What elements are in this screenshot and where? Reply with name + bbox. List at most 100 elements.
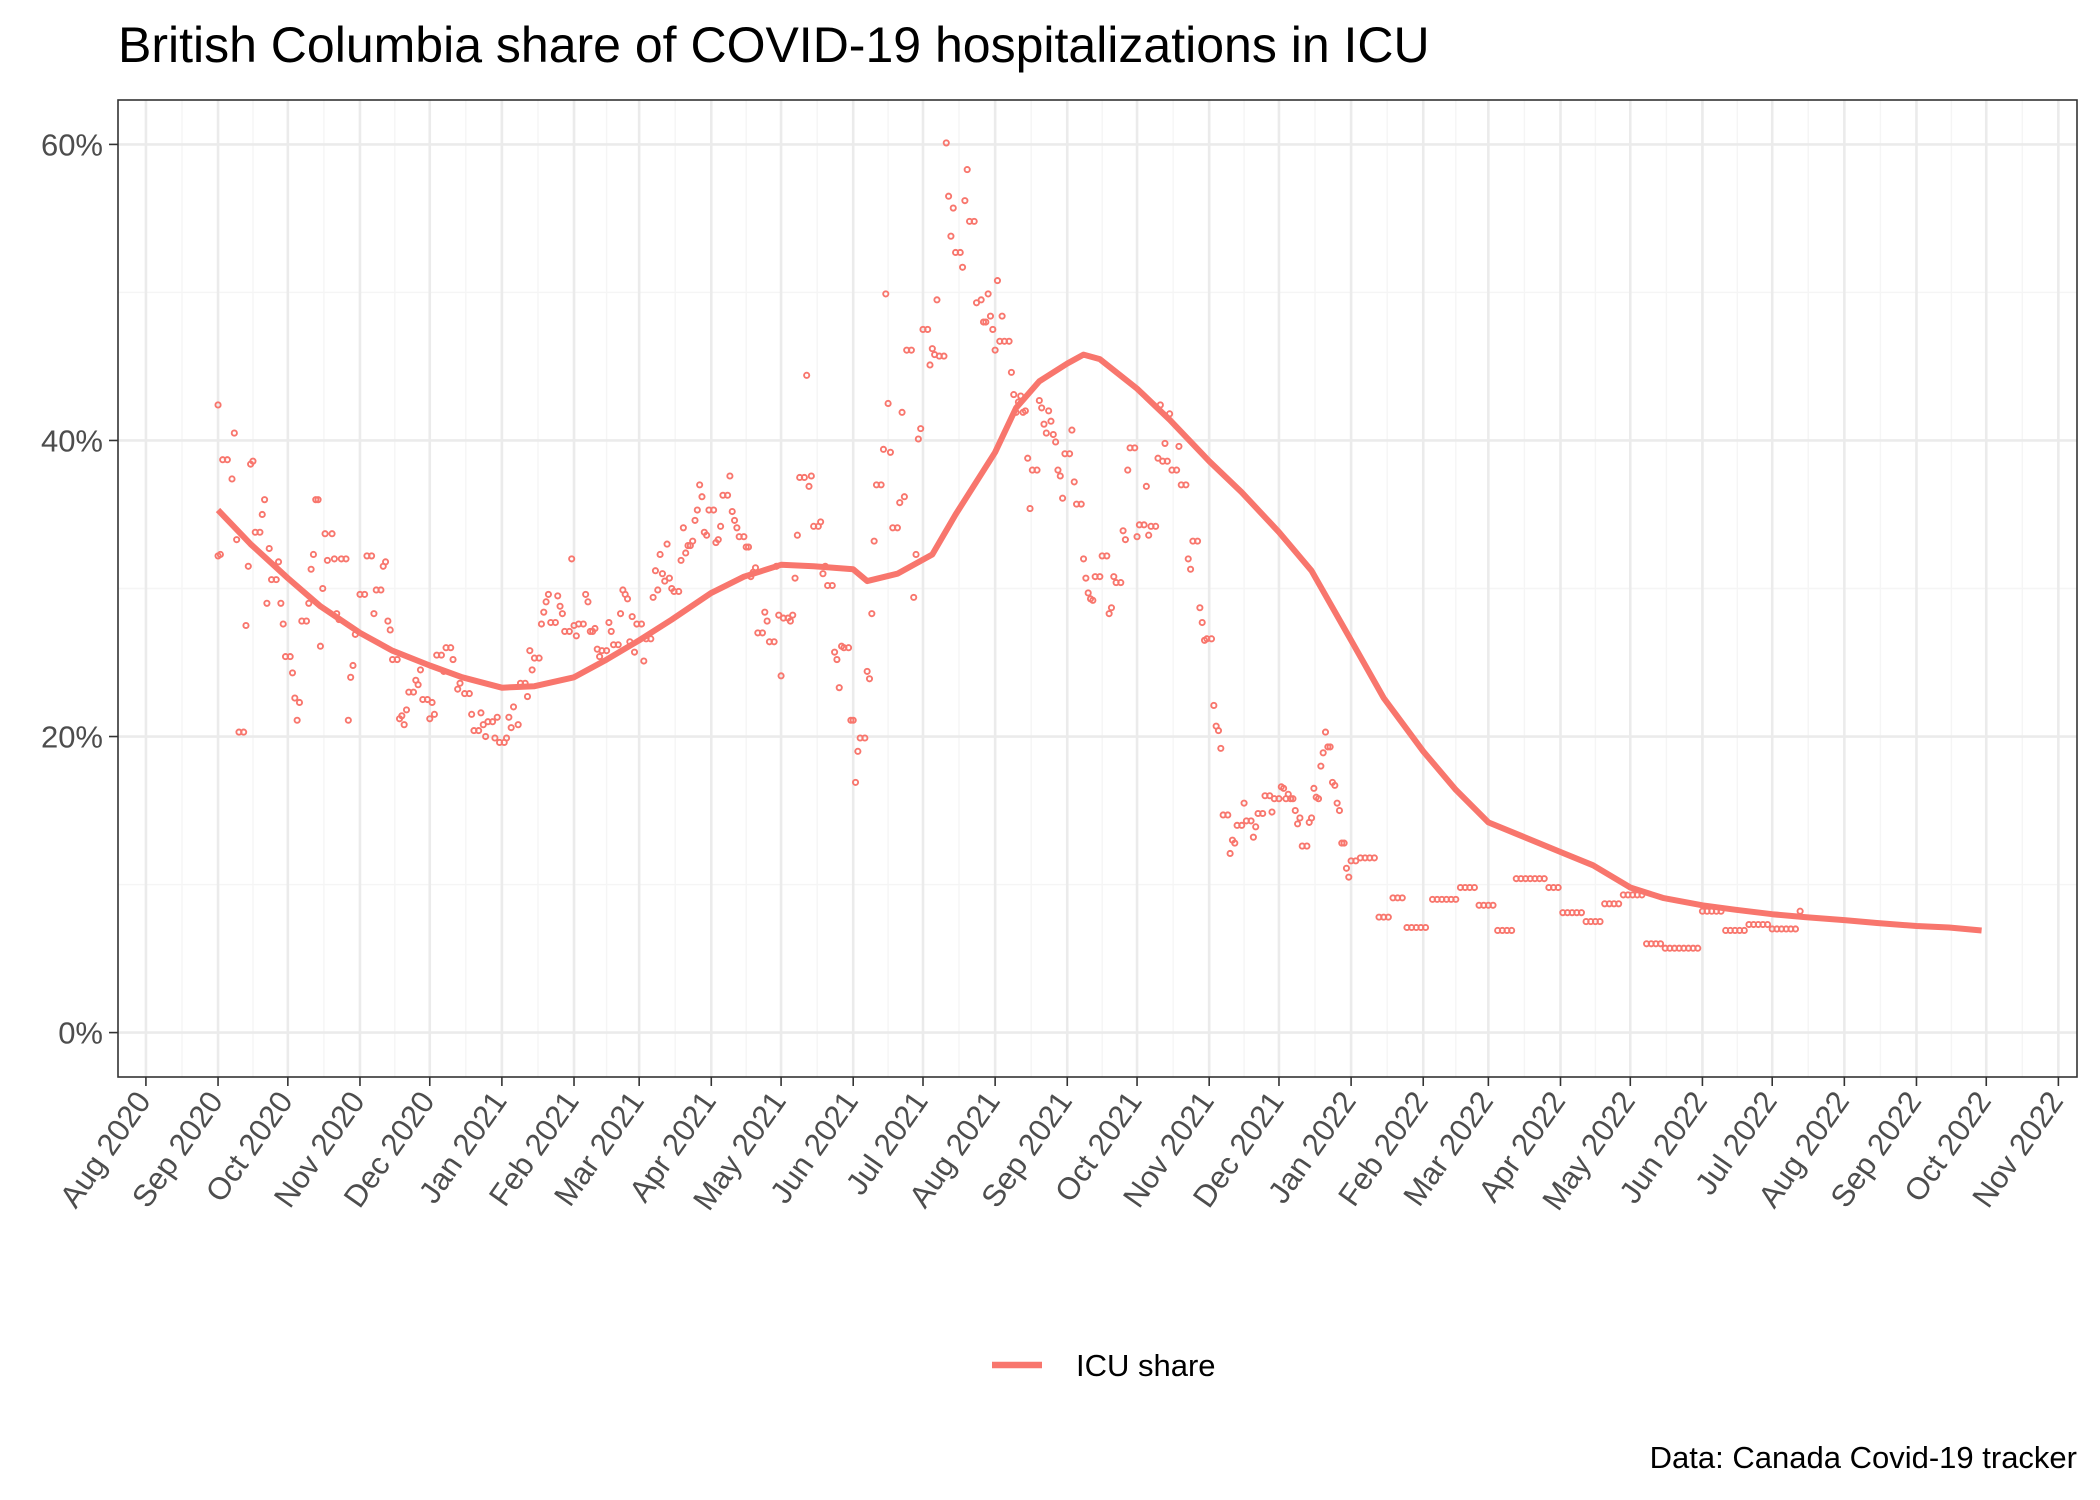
data-point	[223, 456, 231, 464]
data-point	[214, 401, 222, 409]
data-point	[279, 620, 287, 628]
data-point	[1038, 404, 1046, 412]
data-point	[591, 624, 599, 633]
data-point	[558, 610, 566, 618]
data-point	[1084, 589, 1092, 597]
data-point	[1694, 944, 1702, 952]
data-point	[945, 192, 953, 200]
data-point	[800, 473, 808, 482]
data-point	[1105, 610, 1113, 618]
data-point	[1280, 784, 1288, 792]
data-point	[786, 617, 794, 625]
data-point	[1210, 701, 1218, 709]
data-point	[1133, 533, 1141, 541]
data-point	[321, 530, 329, 538]
data-point	[1231, 839, 1239, 847]
data-point	[1240, 799, 1248, 807]
data-point	[1740, 926, 1748, 935]
data-point	[1319, 749, 1327, 757]
data-point	[740, 533, 748, 541]
data-point	[1007, 368, 1015, 376]
data-point	[761, 608, 769, 616]
y-tick-label: 0%	[58, 1016, 103, 1051]
data-point	[288, 669, 297, 677]
data-point	[833, 656, 841, 664]
data-point	[579, 620, 587, 628]
data-point	[1124, 466, 1132, 474]
data-point	[242, 621, 250, 630]
data-point	[649, 593, 657, 601]
data-point	[998, 312, 1006, 320]
y-tick-label: 40%	[41, 423, 103, 458]
data-point	[1791, 925, 1800, 933]
data-point	[1331, 781, 1339, 789]
data-point	[265, 544, 273, 553]
data-point	[1152, 522, 1160, 530]
data-point	[961, 197, 969, 205]
data-point	[307, 565, 315, 573]
data-point	[851, 778, 860, 786]
data-point	[342, 555, 350, 563]
data-point	[893, 524, 901, 532]
data-point	[1059, 494, 1067, 502]
data-point	[1207, 635, 1216, 643]
data-point	[582, 590, 590, 598]
data-point	[877, 481, 885, 489]
data-point	[256, 528, 264, 536]
data-point	[605, 618, 613, 627]
data-point	[1196, 604, 1204, 612]
legend-label: ICU share	[1076, 1348, 1216, 1383]
data-point	[696, 481, 704, 489]
data-point	[493, 713, 501, 721]
data-point	[1145, 531, 1153, 539]
data-point	[819, 570, 827, 578]
data-point	[437, 651, 445, 659]
data-point	[637, 620, 646, 628]
data-point	[726, 472, 734, 480]
data-point	[1268, 808, 1276, 816]
smooth-line	[215, 351, 1982, 934]
data-point	[572, 632, 580, 640]
data-point	[568, 555, 576, 563]
grid-major	[118, 100, 2077, 1077]
data-point	[1198, 618, 1206, 627]
data-point	[1540, 875, 1548, 883]
data-point	[272, 576, 280, 584]
data-point	[1249, 833, 1257, 841]
data-point	[426, 715, 434, 723]
data-point	[314, 496, 322, 504]
data-point	[544, 590, 552, 598]
data-point	[349, 661, 357, 670]
data-point	[456, 679, 464, 687]
data-point	[1163, 457, 1171, 465]
data-point	[1184, 555, 1192, 563]
data-point	[651, 567, 659, 575]
data-point	[454, 685, 462, 693]
data-point	[540, 608, 548, 616]
data-point	[882, 290, 890, 298]
data-point	[1066, 450, 1074, 458]
data-point	[616, 610, 625, 618]
data-point	[654, 586, 662, 594]
data-point	[1335, 806, 1344, 815]
data-point	[982, 318, 990, 326]
data-point	[1340, 839, 1348, 847]
data-point	[1049, 430, 1057, 439]
data-point	[698, 493, 706, 501]
data-point	[817, 518, 825, 526]
data-point	[710, 506, 718, 514]
data-point	[370, 610, 378, 618]
data-point	[682, 549, 690, 557]
data-point	[509, 703, 518, 711]
data-point	[693, 506, 701, 514]
data-point	[886, 448, 894, 456]
data-point	[1577, 909, 1585, 917]
data-point	[861, 734, 869, 742]
data-point	[758, 629, 767, 637]
legend: ICU share	[992, 1348, 1216, 1383]
data-point	[744, 543, 753, 551]
data-point	[505, 713, 513, 721]
data-point	[679, 524, 687, 532]
data-point	[1310, 784, 1318, 792]
